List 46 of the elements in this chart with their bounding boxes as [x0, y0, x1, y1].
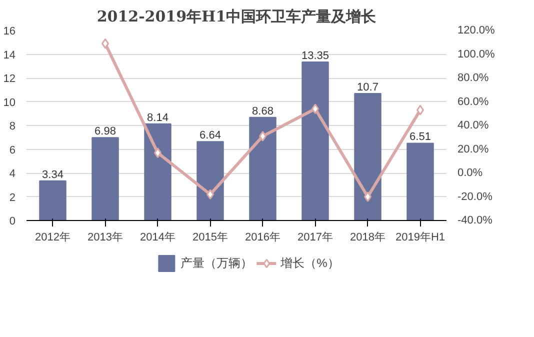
bar [302, 61, 329, 220]
bar [249, 116, 276, 220]
y2-tick-label: 60.0% [458, 96, 489, 108]
y2-tick-label: 120.0% [458, 24, 496, 36]
bar [406, 142, 434, 220]
x-tick-label: 2013年 [88, 232, 123, 244]
data-label: 8.68 [252, 105, 274, 118]
bar [196, 141, 224, 220]
y-tick-label: 4 [9, 168, 16, 180]
y2-tick-label: -20.0% [458, 190, 493, 203]
chart-title: 2012-2019年H1中国环卫车产量及增长 [96, 8, 378, 26]
y2-tick-label: 0.0% [458, 167, 483, 179]
y-tick-label: 10 [3, 96, 16, 109]
data-label: 8.14 [147, 112, 168, 124]
y-tick-label: 16 [3, 26, 16, 38]
data-label: 3.34 [42, 168, 64, 181]
x-tick-label: 2018年 [350, 232, 386, 244]
y-tick-label: 0 [9, 216, 16, 228]
y-tick-label: 8 [9, 120, 16, 132]
bar [354, 92, 382, 220]
y-tick-label: 12 [3, 73, 16, 85]
legend-label: 增长（%） [280, 254, 340, 272]
x-tick-label: 2016年 [245, 232, 280, 244]
y2-tick-label: 80.0% [458, 72, 489, 84]
data-label: 6.51 [410, 131, 431, 144]
x-tick-label: 2012年 [35, 232, 70, 244]
bar [39, 180, 66, 220]
bar [92, 137, 119, 220]
y2-tick-label: 100.0% [458, 48, 496, 60]
y-tick-label: 14 [3, 49, 16, 62]
data-label: 13.35 [301, 50, 330, 62]
y-tick-label: 6 [9, 144, 16, 156]
x-tick-label: 2019年H1 [395, 232, 446, 244]
point [364, 192, 372, 202]
x-tick-label: 2017年 [298, 232, 333, 244]
y2-tick-label: 40.0% [458, 120, 489, 132]
legend-label: 产量（万辆） [180, 254, 253, 272]
data-label: 10.7 [357, 81, 378, 94]
x-tick-label: 2014年 [140, 232, 176, 244]
y-tick-label: 2 [9, 192, 16, 204]
x-tick-label: 2015年 [192, 232, 228, 244]
data-label: 6.64 [200, 130, 221, 142]
bar [144, 123, 172, 220]
y2-tick-label: 20.0% [458, 143, 489, 156]
y2-tick-label: -40.0% [458, 214, 493, 226]
data-label: 6.98 [94, 126, 116, 138]
